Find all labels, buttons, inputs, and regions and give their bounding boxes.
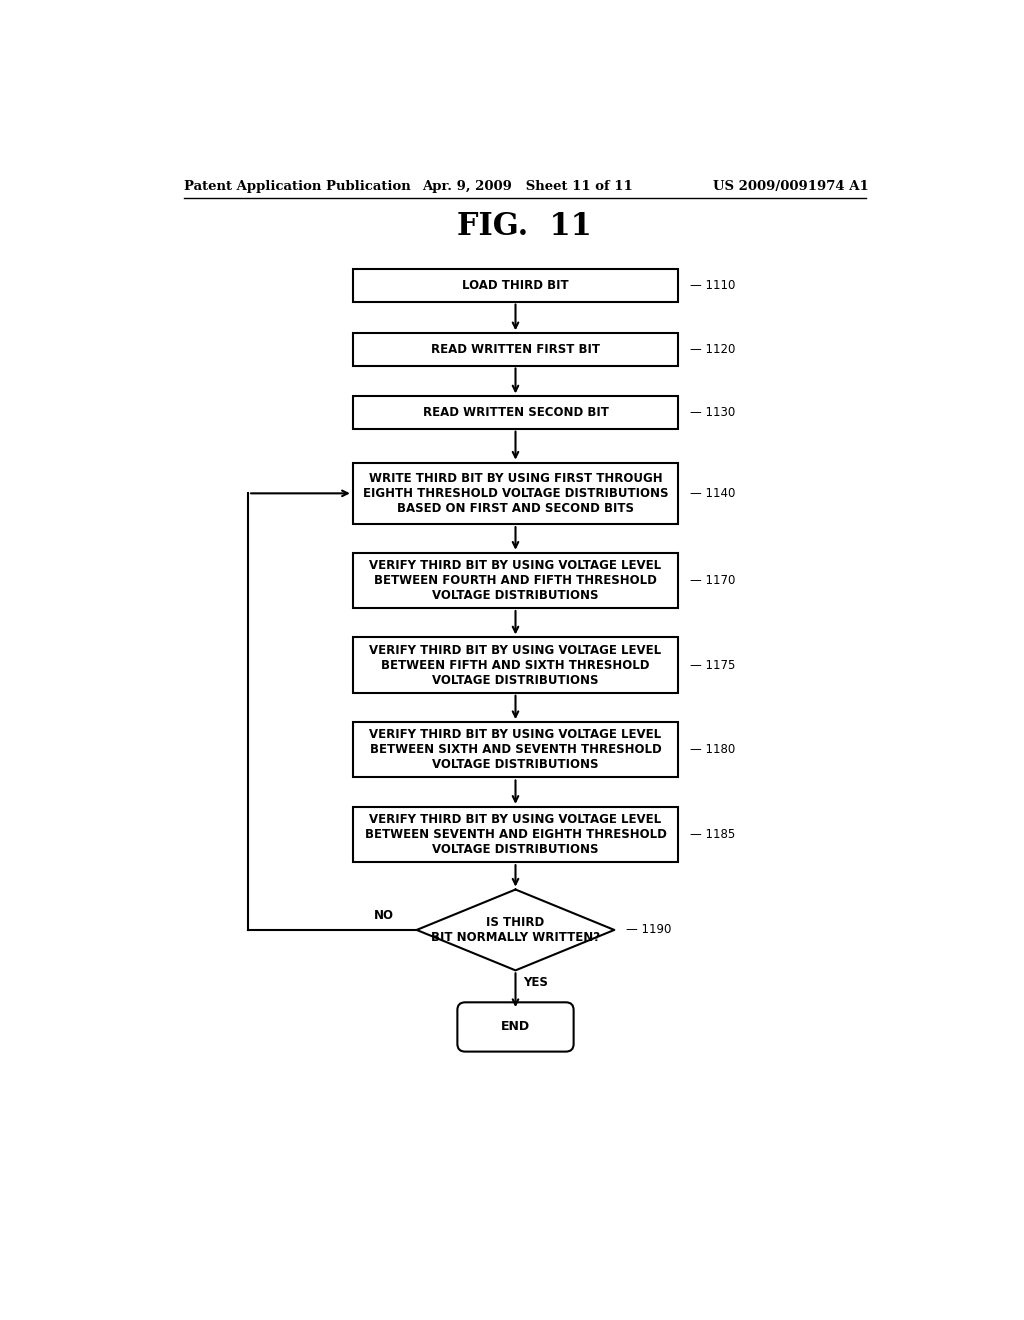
Text: FIG.  11: FIG. 11 <box>458 211 592 242</box>
Text: END: END <box>501 1020 530 1034</box>
FancyBboxPatch shape <box>352 333 678 366</box>
Text: LOAD THIRD BIT: LOAD THIRD BIT <box>462 279 568 292</box>
Text: VERIFY THIRD BIT BY USING VOLTAGE LEVEL
BETWEEN FIFTH AND SIXTH THRESHOLD
VOLTAG: VERIFY THIRD BIT BY USING VOLTAGE LEVEL … <box>370 644 662 686</box>
Text: — 1175: — 1175 <box>690 659 735 672</box>
Text: Apr. 9, 2009   Sheet 11 of 11: Apr. 9, 2009 Sheet 11 of 11 <box>423 180 633 193</box>
Text: IS THIRD
BIT NORMALLY WRITTEN?: IS THIRD BIT NORMALLY WRITTEN? <box>431 916 600 944</box>
Text: VERIFY THIRD BIT BY USING VOLTAGE LEVEL
BETWEEN SEVENTH AND EIGHTH THRESHOLD
VOL: VERIFY THIRD BIT BY USING VOLTAGE LEVEL … <box>365 813 667 855</box>
Text: — 1120: — 1120 <box>690 343 735 356</box>
Text: US 2009/0091974 A1: US 2009/0091974 A1 <box>713 180 869 193</box>
FancyBboxPatch shape <box>352 553 678 609</box>
FancyBboxPatch shape <box>352 807 678 862</box>
FancyBboxPatch shape <box>352 462 678 524</box>
FancyBboxPatch shape <box>352 396 678 429</box>
Text: — 1170: — 1170 <box>690 574 735 587</box>
Text: — 1185: — 1185 <box>690 828 735 841</box>
Text: WRITE THIRD BIT BY USING FIRST THROUGH
EIGHTH THRESHOLD VOLTAGE DISTRIBUTIONS
BA: WRITE THIRD BIT BY USING FIRST THROUGH E… <box>362 471 669 515</box>
Text: YES: YES <box>523 975 548 989</box>
FancyBboxPatch shape <box>458 1002 573 1052</box>
Text: VERIFY THIRD BIT BY USING VOLTAGE LEVEL
BETWEEN FOURTH AND FIFTH THRESHOLD
VOLTA: VERIFY THIRD BIT BY USING VOLTAGE LEVEL … <box>370 558 662 602</box>
Text: — 1110: — 1110 <box>690 279 735 292</box>
Text: READ WRITTEN SECOND BIT: READ WRITTEN SECOND BIT <box>423 407 608 418</box>
Text: — 1190: — 1190 <box>626 924 672 936</box>
Text: VERIFY THIRD BIT BY USING VOLTAGE LEVEL
BETWEEN SIXTH AND SEVENTH THRESHOLD
VOLT: VERIFY THIRD BIT BY USING VOLTAGE LEVEL … <box>370 729 662 771</box>
Text: — 1180: — 1180 <box>690 743 735 756</box>
Text: — 1140: — 1140 <box>690 487 735 500</box>
Text: NO: NO <box>374 909 394 923</box>
Text: Patent Application Publication: Patent Application Publication <box>183 180 411 193</box>
FancyBboxPatch shape <box>352 722 678 777</box>
FancyBboxPatch shape <box>352 638 678 693</box>
Text: — 1130: — 1130 <box>690 407 735 418</box>
FancyBboxPatch shape <box>352 269 678 302</box>
Text: READ WRITTEN FIRST BIT: READ WRITTEN FIRST BIT <box>431 343 600 356</box>
